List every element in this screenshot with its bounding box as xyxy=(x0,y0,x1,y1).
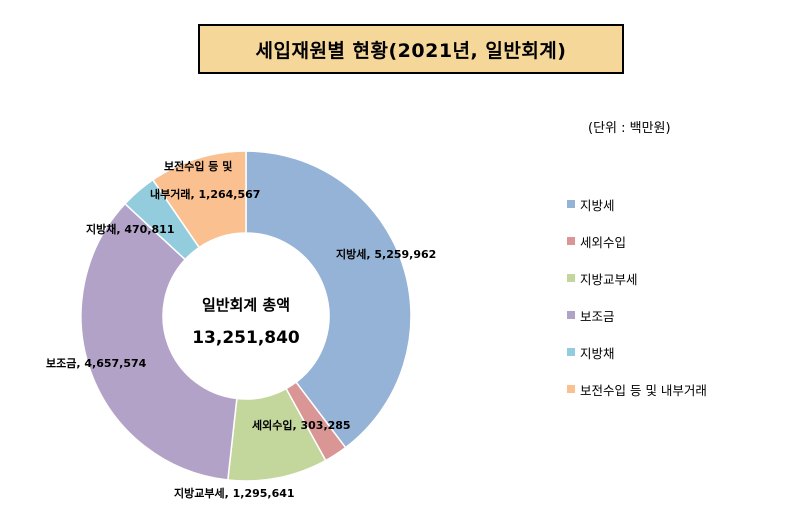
legend-label: 지방세 xyxy=(580,197,615,213)
legend-label: 보전수입 등 및 내부거래 xyxy=(580,382,707,398)
legend-swatch xyxy=(567,311,575,319)
legend-swatch xyxy=(567,237,575,245)
donut-slices xyxy=(80,150,412,482)
slice-subsidy xyxy=(80,202,238,481)
data-label-local-tax: 지방세, 5,259,962 xyxy=(336,248,437,261)
data-label-local-shared-tax: 지방교부세, 1,295,641 xyxy=(174,487,295,500)
legend-swatch xyxy=(567,348,575,356)
data-label-local-bond: 지방채, 470,811 xyxy=(86,223,175,236)
legend-label: 지방교부세 xyxy=(580,271,638,287)
legend-label: 보조금 xyxy=(580,308,615,324)
legend-swatch xyxy=(567,385,575,393)
legend-swatch xyxy=(567,274,575,282)
center-total-value: 13,251,840 xyxy=(192,328,300,348)
data-label-reserve-line2: 내부거래, 1,264,567 xyxy=(150,188,261,201)
legend-item-local-bond: 지방채 xyxy=(567,344,615,361)
slice-local-tax xyxy=(245,150,412,449)
legend-item-local-tax: 지방세 xyxy=(567,196,615,213)
legend-label: 세외수입 xyxy=(580,234,627,250)
legend-item-local-shared-tax: 지방교부세 xyxy=(567,270,638,287)
data-label-reserve-line1: 보전수입 등 및 xyxy=(164,160,233,173)
data-label-subsidy: 보조금, 4,657,574 xyxy=(46,357,147,370)
data-label-non-tax-revenue: 세외수입, 303,285 xyxy=(252,419,351,432)
legend-item-subsidy: 보조금 xyxy=(567,307,615,324)
legend-label: 지방채 xyxy=(580,345,615,361)
unit-label: (단위 : 백만원) xyxy=(588,121,671,136)
slice-reserve-internal xyxy=(151,150,247,249)
legend-item-reserve-internal: 보전수입 등 및 내부거래 xyxy=(567,381,707,398)
center-total-title: 일반회계 총액 xyxy=(202,296,290,314)
legend-item-non-tax-revenue: 세외수입 xyxy=(567,233,627,250)
legend-swatch xyxy=(567,200,575,208)
chart-title: 세입재원별 현황(2021년, 일반회계) xyxy=(198,24,624,74)
